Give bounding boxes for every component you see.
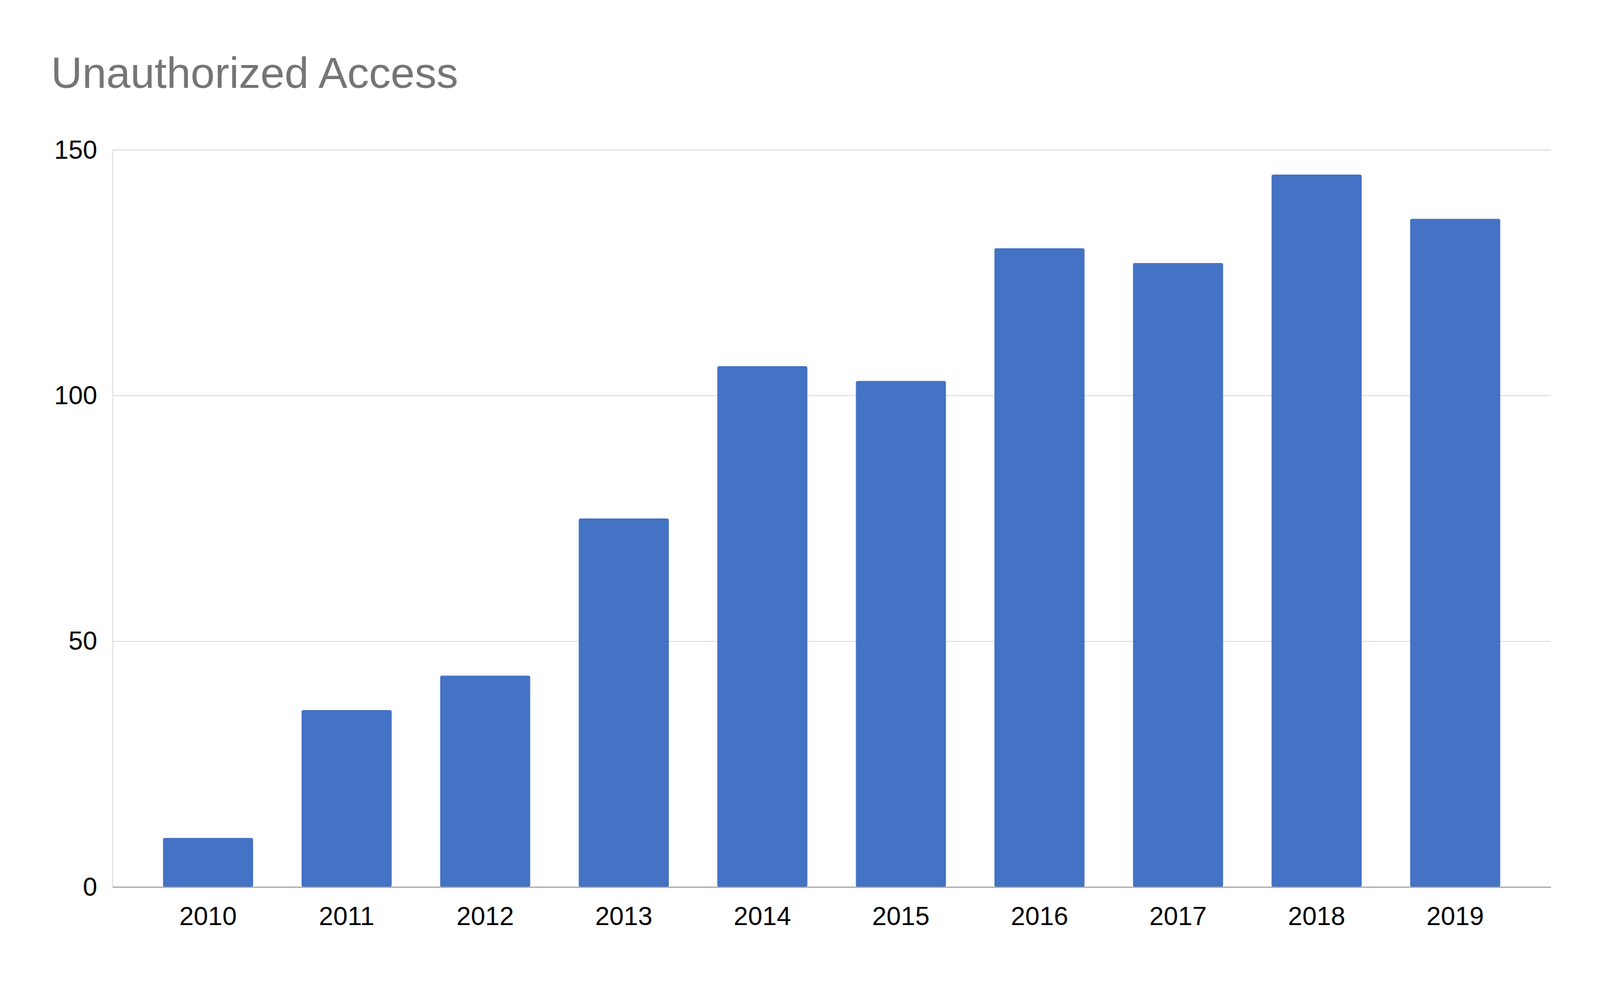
bar xyxy=(717,366,808,887)
x-tick-label: 2013 xyxy=(595,901,653,931)
x-tick-label: 2012 xyxy=(456,901,515,931)
x-tick-label: 2010 xyxy=(179,901,237,931)
x-tick: 2017 xyxy=(1149,886,1208,931)
x-tick: 2019 xyxy=(1426,886,1485,931)
x-tick-label: 2016 xyxy=(1010,901,1069,931)
bar xyxy=(1410,218,1501,887)
bar xyxy=(440,675,531,887)
x-tick: 2015 xyxy=(872,886,930,931)
chart: Unauthorized Access 0 50 100 150 2010 2011 2012… xyxy=(0,0,1600,986)
y-axis: 0 50 100 150 xyxy=(54,135,114,901)
x-tick-label: 2018 xyxy=(1287,901,1346,931)
grid-line xyxy=(112,149,1551,151)
y-tick: 150 xyxy=(54,135,113,164)
bar xyxy=(855,380,946,887)
x-tick: 2012 xyxy=(456,886,515,931)
x-axis-line xyxy=(113,886,1552,888)
y-tick-label: 150 xyxy=(54,135,98,164)
grid xyxy=(112,149,1551,887)
bar xyxy=(994,248,1085,887)
y-tick-label: 100 xyxy=(54,380,98,410)
y-tick-label: 0 xyxy=(83,872,98,901)
x-tick: 2013 xyxy=(595,886,653,931)
x-tick: 2018 xyxy=(1287,886,1346,931)
x-tick: 2014 xyxy=(733,886,792,931)
x-tick: 2010 xyxy=(179,886,237,931)
x-tick-label: 2011 xyxy=(319,901,375,931)
bar xyxy=(301,709,392,887)
y-tick-label: 50 xyxy=(68,626,98,655)
x-tick-label: 2019 xyxy=(1426,901,1485,931)
y-axis-line xyxy=(112,150,114,888)
bar xyxy=(162,837,254,887)
x-tick-label: 2015 xyxy=(872,901,930,931)
x-tick-label: 2017 xyxy=(1149,901,1208,931)
bars xyxy=(162,174,1500,887)
x-tick-label: 2014 xyxy=(733,901,792,931)
y-tick: 50 xyxy=(68,626,113,655)
title: Unauthorized Access xyxy=(50,48,458,98)
bar xyxy=(1271,174,1362,887)
x-tick: 2011 xyxy=(319,886,375,931)
bar xyxy=(1133,262,1224,887)
y-tick: 100 xyxy=(54,380,113,410)
x-tick: 2016 xyxy=(1010,886,1069,931)
bar xyxy=(578,518,669,887)
x-axis: 2010 2011 2012 2013 2014 2015 2016 2017 2018 2019 xyxy=(113,886,1552,931)
y-tick: 0 xyxy=(83,872,113,901)
